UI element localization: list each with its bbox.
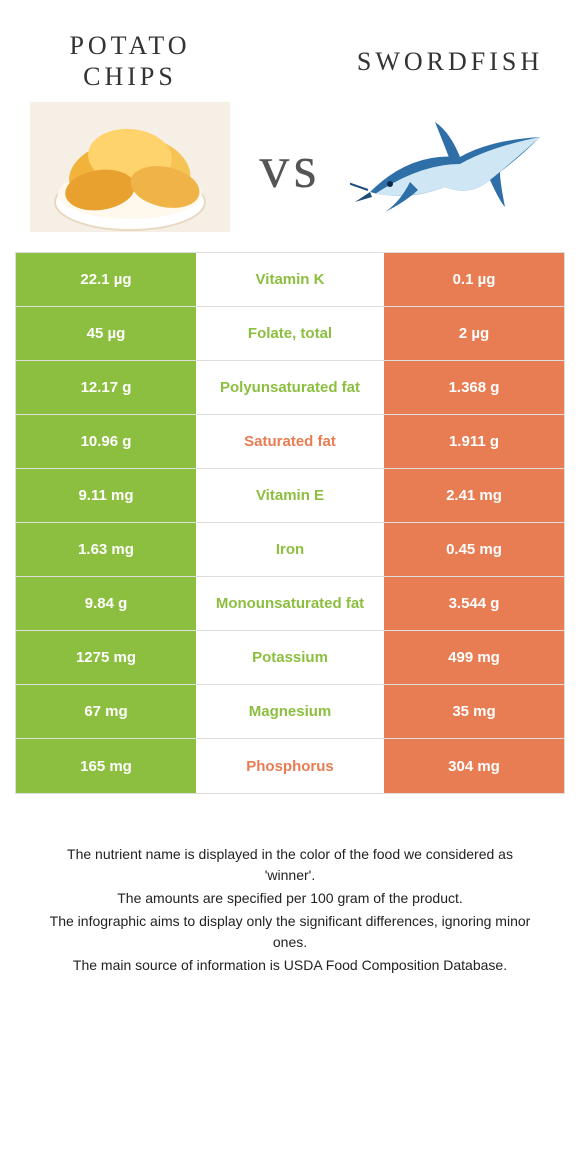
nutrient-row: 22.1 µgVitamin K0.1 µg	[16, 253, 564, 307]
food2-value: 35 mg	[384, 685, 564, 738]
food1-value: 9.84 g	[16, 577, 196, 630]
nutrient-row: 12.17 gPolyunsaturated fat1.368 g	[16, 361, 564, 415]
food1-value: 45 µg	[16, 307, 196, 360]
nutrient-name: Monounsaturated fat	[196, 577, 384, 630]
nutrient-name: Potassium	[196, 631, 384, 684]
food2-value: 2 µg	[384, 307, 564, 360]
food1-image	[30, 102, 230, 232]
nutrient-name: Phosphorus	[196, 739, 384, 793]
food1-value: 12.17 g	[16, 361, 196, 414]
food2-title: Swordfish	[350, 46, 550, 77]
nutrient-row: 9.11 mgVitamin E2.41 mg	[16, 469, 564, 523]
nutrient-row: 45 µgFolate, total2 µg	[16, 307, 564, 361]
food2-value: 1.911 g	[384, 415, 564, 468]
nutrient-row: 67 mgMagnesium35 mg	[16, 685, 564, 739]
nutrient-row: 9.84 gMonounsaturated fat3.544 g	[16, 577, 564, 631]
food2-value: 304 mg	[384, 739, 564, 793]
footer-line-1: The nutrient name is displayed in the co…	[40, 844, 540, 886]
vs-label: vs	[259, 133, 320, 202]
footer-line-3: The infographic aims to display only the…	[40, 911, 540, 953]
food2-value: 3.544 g	[384, 577, 564, 630]
food1-value: 1.63 mg	[16, 523, 196, 576]
title-row: Potato chips Swordfish	[0, 0, 580, 102]
infographic-container: Potato chips Swordfish vs	[0, 0, 580, 998]
food2-value: 0.45 mg	[384, 523, 564, 576]
nutrient-name: Vitamin E	[196, 469, 384, 522]
nutrient-name: Folate, total	[196, 307, 384, 360]
food1-value: 67 mg	[16, 685, 196, 738]
food2-value: 1.368 g	[384, 361, 564, 414]
footer-line-4: The main source of information is USDA F…	[40, 955, 540, 976]
nutrient-table: 22.1 µgVitamin K0.1 µg45 µgFolate, total…	[15, 252, 565, 794]
food1-value: 1275 mg	[16, 631, 196, 684]
image-row: vs	[0, 102, 580, 252]
nutrient-name: Iron	[196, 523, 384, 576]
nutrient-row: 1275 mgPotassium499 mg	[16, 631, 564, 685]
nutrient-row: 165 mgPhosphorus304 mg	[16, 739, 564, 793]
food1-value: 22.1 µg	[16, 253, 196, 306]
nutrient-name: Polyunsaturated fat	[196, 361, 384, 414]
food1-value: 10.96 g	[16, 415, 196, 468]
food1-value: 9.11 mg	[16, 469, 196, 522]
nutrient-row: 10.96 gSaturated fat1.911 g	[16, 415, 564, 469]
nutrient-name: Magnesium	[196, 685, 384, 738]
food2-value: 0.1 µg	[384, 253, 564, 306]
food1-value: 165 mg	[16, 739, 196, 793]
footer-line-2: The amounts are specified per 100 gram o…	[40, 888, 540, 909]
food2-value: 499 mg	[384, 631, 564, 684]
nutrient-name: Saturated fat	[196, 415, 384, 468]
food2-value: 2.41 mg	[384, 469, 564, 522]
food1-title: Potato chips	[30, 30, 230, 92]
nutrient-row: 1.63 mgIron0.45 mg	[16, 523, 564, 577]
nutrient-name: Vitamin K	[196, 253, 384, 306]
footer-notes: The nutrient name is displayed in the co…	[0, 794, 580, 998]
food2-image	[350, 102, 550, 232]
